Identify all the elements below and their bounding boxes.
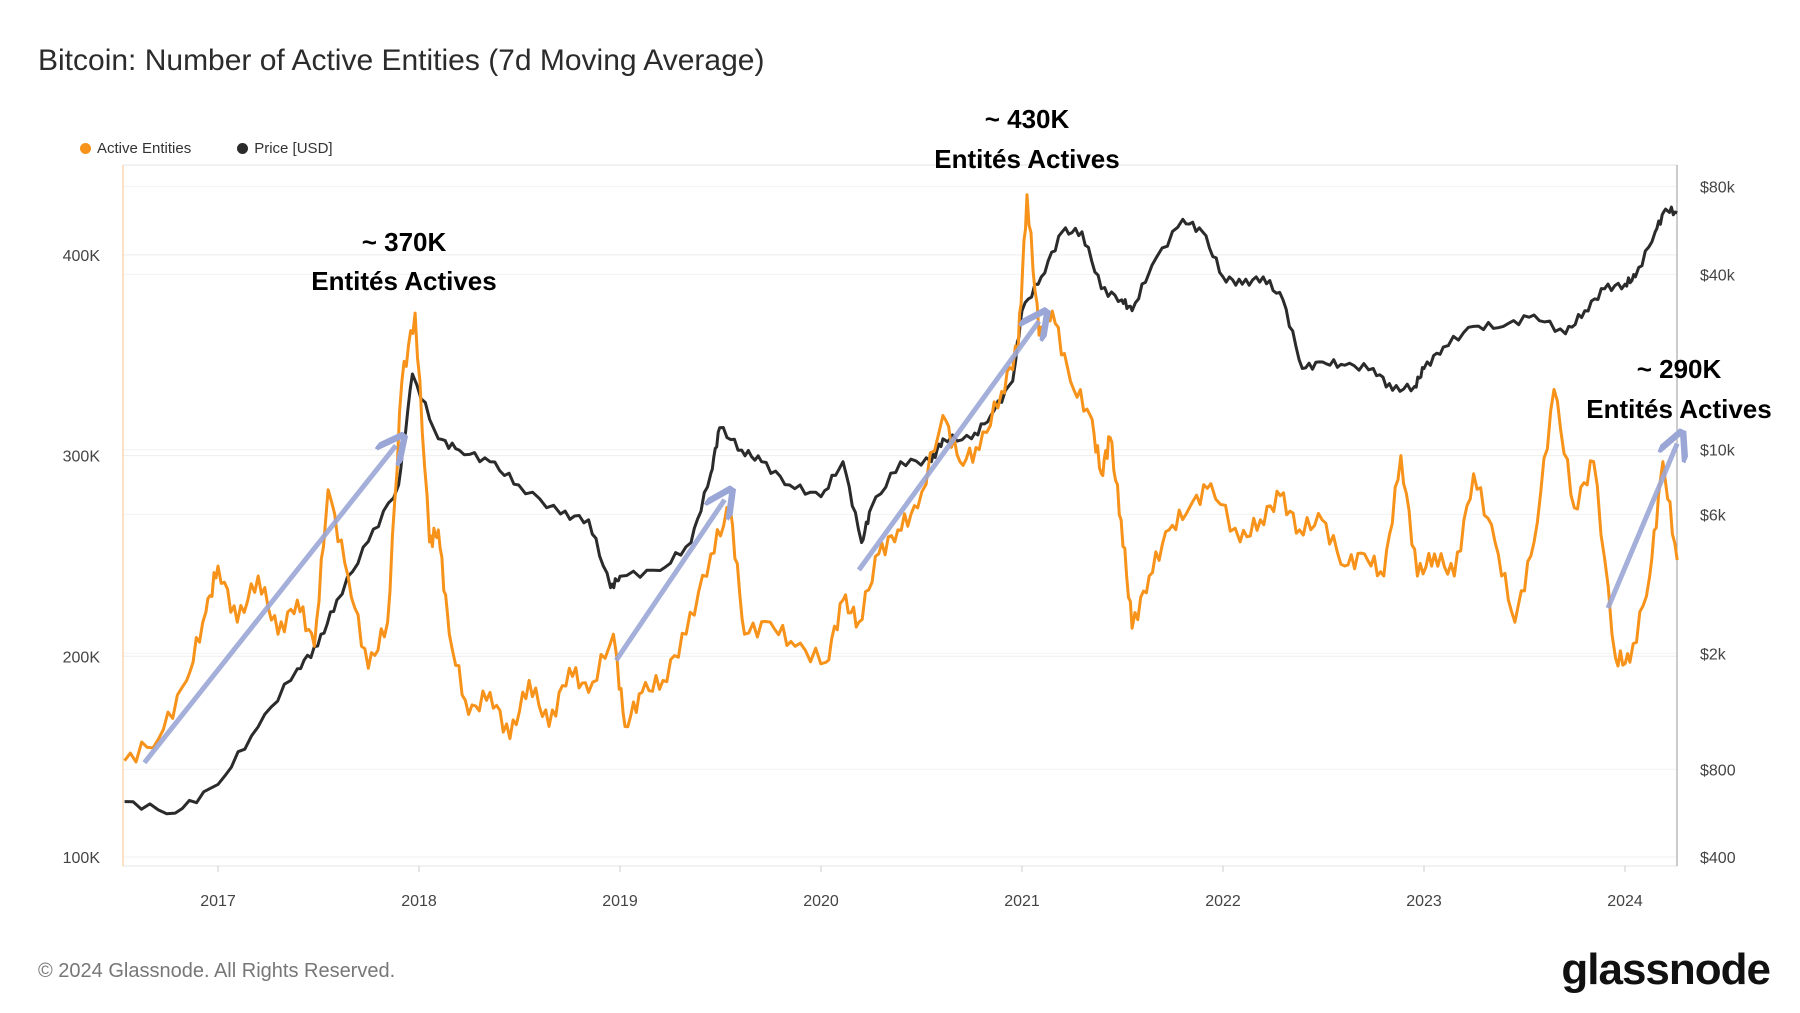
y-right-tick-label: $2k — [1700, 646, 1727, 663]
glassnode-logo: glassnode — [1561, 945, 1771, 994]
trend-arrow — [856, 321, 1039, 572]
copyright: © 2024 Glassnode. All Rights Reserved. — [38, 960, 396, 982]
annotation-value: ~ 430K — [985, 104, 1070, 134]
legend-label: Price [USD] — [254, 140, 333, 157]
x-tick-label: 2019 — [602, 893, 638, 910]
series-price — [124, 205, 1678, 816]
y-right-tick-label: $10k — [1700, 443, 1736, 460]
x-tick-label: 2022 — [1205, 893, 1241, 910]
annotation-label: Entités Actives — [934, 144, 1119, 174]
y-right-tick-label: $80k — [1700, 180, 1736, 197]
y-left-tick-label: 100K — [63, 850, 101, 867]
y-left-tick-label: 300K — [63, 449, 101, 466]
trend-arrow — [142, 446, 395, 765]
legend-dot-icon — [237, 143, 249, 154]
series-active-entities — [123, 193, 1679, 764]
y-left-tick-label: 200K — [63, 649, 101, 666]
trend-arrow — [614, 500, 724, 662]
annotation-value: ~ 290K — [1637, 354, 1722, 384]
legend: Active Entities Price [USD] — [80, 140, 333, 157]
chart-title: Bitcoin: Number of Active Entities (7d M… — [38, 44, 765, 77]
y-right-tick-label: $40k — [1700, 267, 1736, 284]
annotation-label: Entités Actives — [311, 266, 496, 296]
x-tick-label: 2024 — [1607, 893, 1643, 910]
trend-arrow — [1605, 444, 1677, 610]
y-right-tick-label: $6k — [1700, 507, 1727, 524]
legend-dot-icon — [80, 143, 91, 154]
y-left-tick-label: 400K — [63, 248, 101, 265]
legend-label: Active Entities — [97, 140, 192, 157]
legend-item-price[interactable]: Price [USD] — [237, 140, 333, 157]
y-right-tick-label: $400 — [1700, 850, 1736, 867]
legend-item-active-entities[interactable]: Active Entities — [80, 140, 191, 157]
x-tick-label: 2023 — [1406, 893, 1442, 910]
x-tick-label: 2018 — [401, 893, 437, 910]
x-tick-label: 2020 — [803, 893, 839, 910]
annotation-label: Entités Actives — [1586, 394, 1771, 424]
x-tick-label: 2017 — [200, 893, 236, 910]
y-right-tick-label: $800 — [1700, 762, 1736, 779]
annotation-value: ~ 370K — [362, 227, 447, 257]
x-tick-label: 2021 — [1004, 893, 1040, 910]
